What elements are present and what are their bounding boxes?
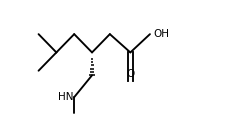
Text: O: O [126,69,134,79]
Text: OH: OH [153,29,169,39]
Text: HN: HN [57,92,73,102]
